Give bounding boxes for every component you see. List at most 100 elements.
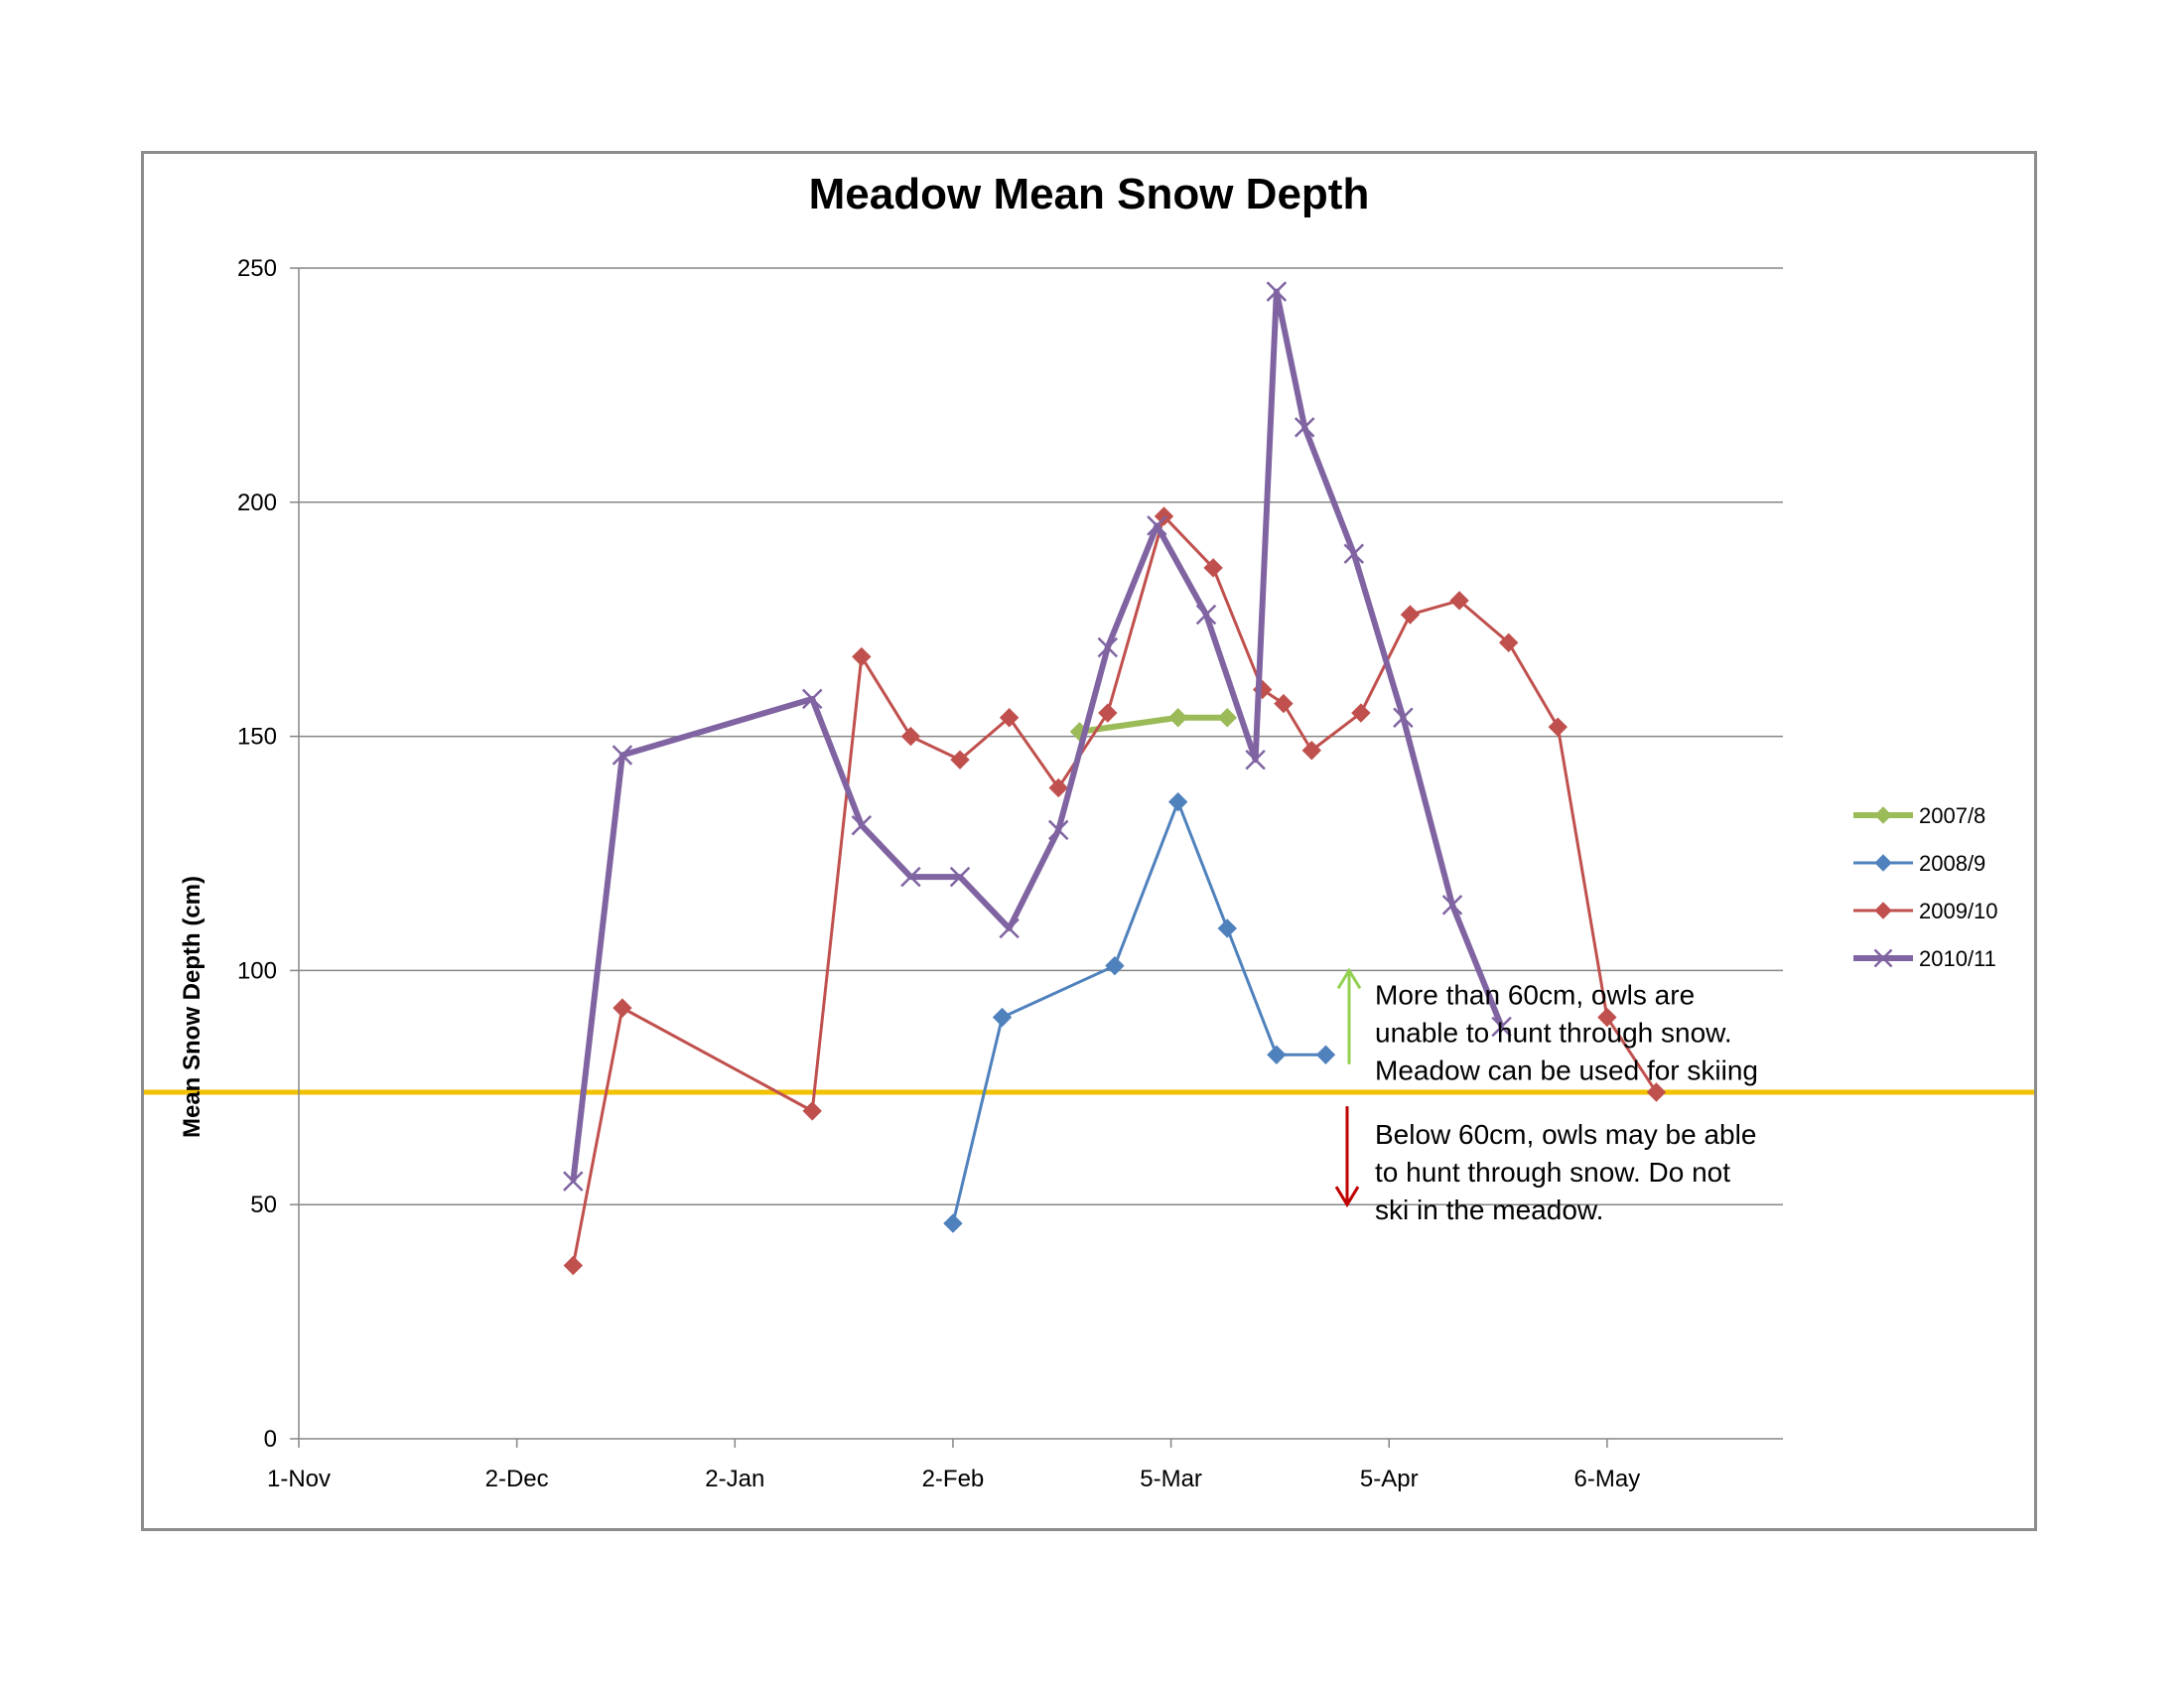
data-point (1491, 1016, 1512, 1038)
y-axis-label: Mean Snow Depth (cm) (179, 876, 205, 1138)
data-point (1646, 1082, 1667, 1102)
data-point (1154, 506, 1174, 526)
up-arrow-head (1336, 967, 1362, 990)
data-point (949, 866, 971, 888)
data-point (1217, 918, 1237, 938)
data-point (1195, 604, 1217, 626)
data-point (900, 726, 921, 747)
data-point (1048, 777, 1068, 798)
x-marker-stroke (999, 917, 1020, 939)
legend-item: 2008/9 (1853, 851, 1985, 876)
data-point (1203, 558, 1223, 578)
x-marker-stroke (1491, 1016, 1512, 1038)
y-tick-label: 50 (250, 1192, 277, 1218)
legend-label: 2009/10 (1919, 899, 1998, 923)
x-tick-label: 6-May (1574, 1466, 1641, 1492)
grid-layer (299, 267, 1783, 1205)
data-point (612, 745, 633, 766)
legend-marker (1873, 948, 1893, 968)
y-tick-label: 150 (237, 724, 277, 751)
x-marker-stroke (1047, 819, 1069, 841)
data-point (1167, 791, 1188, 812)
x-marker-stroke (801, 688, 823, 710)
annotation-below-line: ski in the meadow. (1375, 1195, 1603, 1225)
annotation-below-line: to hunt through snow. Do not (1375, 1157, 1730, 1188)
legend-label: 2008/9 (1919, 851, 1985, 876)
x-marker-stroke (1097, 636, 1119, 658)
data-point (1245, 749, 1266, 771)
data-point (1097, 636, 1119, 658)
x-marker-stroke (1147, 515, 1167, 536)
down-arrow-head (1334, 1186, 1360, 1208)
x-marker-stroke (900, 866, 921, 888)
x-marker-stroke (1294, 417, 1315, 438)
data-point (1449, 591, 1469, 611)
legend-label: 2007/8 (1919, 803, 1985, 828)
data-point (852, 646, 872, 667)
x-marker-stroke (949, 866, 971, 888)
data-point (1301, 741, 1321, 761)
data-point (999, 708, 1020, 728)
data-point (1441, 895, 1463, 915)
annotation-above-line: unable to hunt through snow. (1375, 1017, 1732, 1048)
data-point (563, 1171, 584, 1192)
data-point (613, 998, 632, 1018)
data-point (992, 1007, 1013, 1028)
legend: 2007/8 2008/9 2009/10 2010/11 (1853, 803, 1998, 971)
data-point (1315, 1045, 1336, 1064)
data-point (1266, 281, 1288, 302)
series-2010-11 (563, 281, 1512, 1192)
x-tick-label: 1-Nov (267, 1466, 331, 1492)
data-point (1393, 707, 1414, 728)
series-2008-9 (943, 791, 1336, 1233)
chart-frame: Meadow Mean Snow Depth 0 50 100 150 200 250 1-… (141, 151, 2037, 1531)
x-marker-stroke (1393, 707, 1414, 728)
snow-depth-chart: Meadow Mean Snow Depth 0 50 100 150 200 250 1-… (144, 170, 2034, 1492)
data-point (1267, 1045, 1287, 1064)
series-layer (563, 281, 1667, 1276)
data-point (563, 1255, 584, 1276)
annotation-layer: More than 60cm, owls are unable to hunt t… (1334, 967, 1758, 1225)
legend-item: 2007/8 (1853, 803, 1985, 828)
chart-title: Meadow Mean Snow Depth (809, 170, 1370, 218)
x-marker-stroke (612, 745, 633, 766)
data-point (801, 688, 823, 710)
data-point (1548, 717, 1568, 737)
data-point (1105, 955, 1125, 976)
data-point (851, 814, 873, 836)
legend-marker (1874, 806, 1892, 824)
legend-item: 2009/10 (1853, 899, 1998, 923)
legend-label: 2010/11 (1919, 946, 1996, 971)
x-marker-stroke (1195, 604, 1217, 626)
x-marker-stroke (1266, 281, 1288, 302)
x-marker-stroke (1441, 895, 1463, 915)
data-point (1217, 708, 1237, 728)
y-tick-label: 200 (237, 490, 277, 516)
x-marker-stroke (1873, 948, 1893, 968)
annotation-below-line: Below 60cm, owls may be able (1375, 1119, 1756, 1150)
x-marker-stroke (851, 814, 873, 836)
data-point (950, 750, 970, 770)
axis-layer: 0 50 100 150 200 250 1-Nov 2-Dec 2-Jan 2-Feb 5-Mar… (237, 255, 1783, 1492)
annotation-above-line: Meadow can be used for skiing (1375, 1055, 1758, 1085)
legend-item: 2010/11 (1853, 946, 1996, 971)
y-tick-label: 100 (237, 957, 277, 984)
data-point (943, 1213, 963, 1233)
data-point (1351, 703, 1371, 723)
series-line (570, 288, 1505, 1182)
data-point (1167, 708, 1188, 728)
legend-marker (1874, 902, 1892, 919)
x-marker-stroke (563, 1171, 584, 1192)
y-tick-label: 250 (237, 255, 277, 282)
x-tick-label: 2-Feb (922, 1466, 985, 1492)
data-point (1098, 703, 1118, 723)
y-tick-label: 0 (264, 1426, 277, 1453)
data-point (1400, 605, 1421, 625)
series-2009-10 (563, 506, 1667, 1276)
x-marker-stroke (1245, 749, 1266, 771)
data-point (1294, 417, 1315, 438)
legend-marker (1874, 854, 1892, 872)
data-point (999, 917, 1020, 939)
x-tick-label: 5-Apr (1360, 1466, 1419, 1492)
data-point (900, 866, 921, 888)
